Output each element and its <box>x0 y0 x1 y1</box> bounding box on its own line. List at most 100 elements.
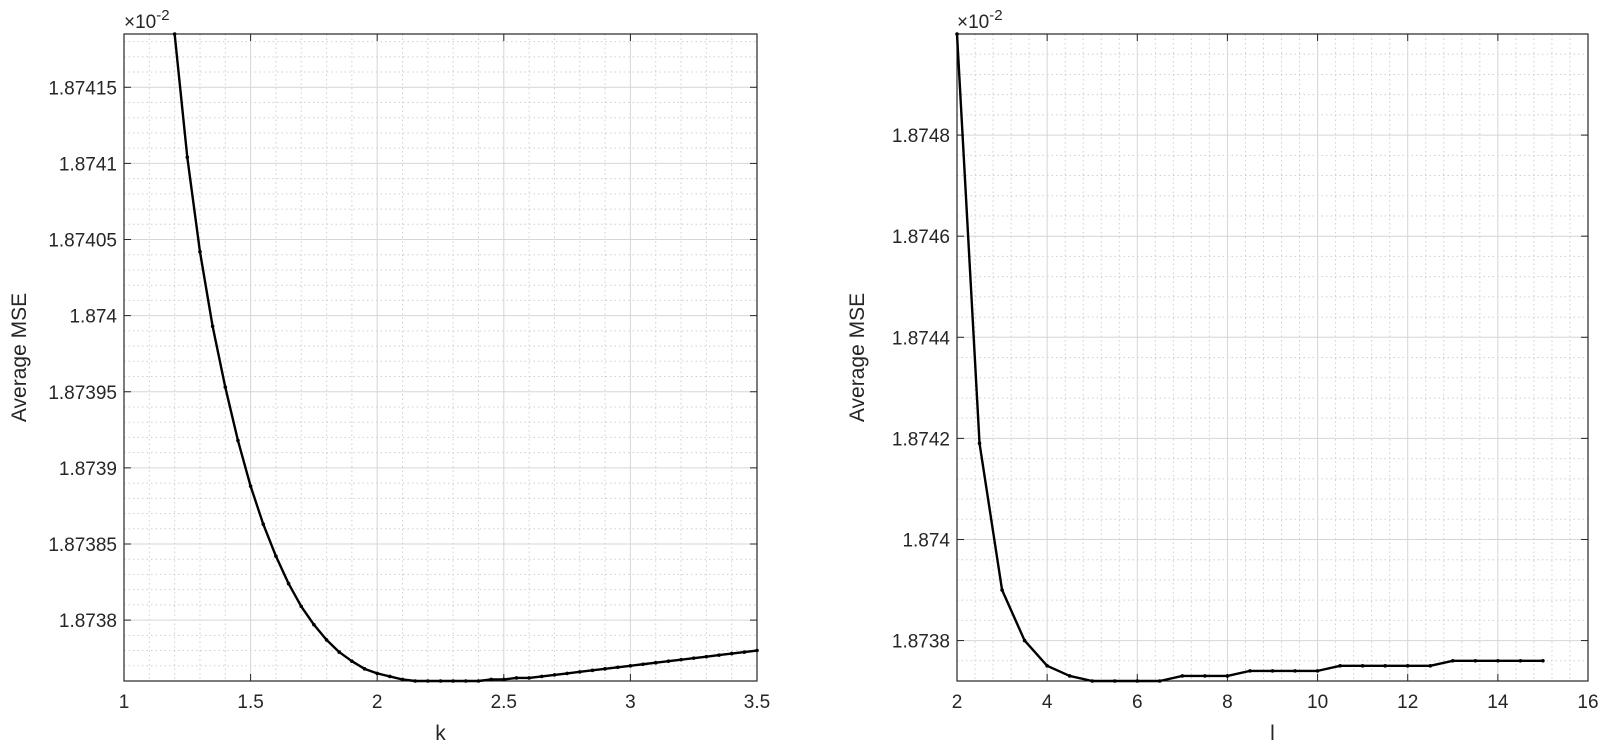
right-data-point <box>1428 664 1433 668</box>
left-x-tick-label: 1.5 <box>237 692 263 713</box>
right-data-point <box>1270 669 1275 673</box>
right-data-point <box>1473 658 1478 663</box>
right-x-tick-label: 4 <box>1042 692 1053 713</box>
right-data-point <box>1383 664 1387 668</box>
right-data-point <box>1338 664 1342 668</box>
left-data-point <box>489 677 493 682</box>
right-data-point <box>1180 674 1185 678</box>
right-data-point <box>955 32 959 36</box>
right-y-axis-title: Average MSE <box>846 293 869 422</box>
left-data-point <box>666 659 671 664</box>
right-axes-box <box>956 33 1589 682</box>
left-data-point <box>755 648 759 653</box>
right-data-point <box>1045 664 1049 668</box>
left-data-point <box>476 679 481 683</box>
left-data-point <box>375 671 380 676</box>
left-x-tick-label: 2 <box>372 692 383 713</box>
left-y-axis-title: Average MSE <box>8 293 31 422</box>
right-x-tick-label: 8 <box>1222 692 1233 713</box>
right-x-tick-label: 2 <box>952 692 963 713</box>
left-data-point <box>172 32 177 36</box>
right-data-point <box>1112 679 1117 683</box>
left-data-point <box>388 674 392 679</box>
left-y-tick-label: 1.87405 <box>48 231 117 252</box>
left-data-point <box>286 581 291 586</box>
right-data-point <box>1090 679 1095 683</box>
left-data-point <box>451 679 455 683</box>
left-chart-panel: 1 1.5 2 2.5 3 3.5 1.8738 1.87385 1.8739 1.87395 1.… <box>8 7 770 745</box>
left-data-point <box>426 679 430 683</box>
left-y-tick-label: 1.87385 <box>48 535 117 556</box>
left-data-point <box>514 676 519 680</box>
left-exponent-label: ×10-2 <box>124 7 170 33</box>
left-data-point <box>350 659 354 664</box>
left-data-point <box>223 385 228 389</box>
right-data-point <box>1405 664 1410 668</box>
right-exponent-power: -2 <box>989 7 1002 24</box>
left-data-point <box>641 662 645 667</box>
right-data-point <box>1450 658 1455 663</box>
left-data-point <box>691 656 696 660</box>
right-x-tick-label: 10 <box>1307 692 1328 713</box>
left-plot-area <box>124 34 757 681</box>
right-x-tick-label: 16 <box>1577 692 1598 713</box>
right-y-tick-label: 1.8744 <box>892 328 951 349</box>
right-y-tick-label: 1.8742 <box>892 429 950 450</box>
left-x-tick-label: 3 <box>625 692 636 713</box>
left-x-axis-title: k <box>435 722 446 745</box>
right-data-point <box>1541 658 1545 663</box>
right-y-tick-label: 1.8748 <box>892 126 950 147</box>
right-x-tick-label: 12 <box>1397 692 1418 713</box>
right-chart-panel: 2 4 6 8 10 12 14 16 1.8738 1.874 1.8742 1.8744 1.874… <box>846 7 1599 745</box>
left-x-tick-label: 3.5 <box>744 692 770 713</box>
right-data-point <box>1360 664 1365 668</box>
left-y-tick-label: 1.87395 <box>48 383 117 404</box>
right-exponent-base: ×10 <box>957 12 989 33</box>
left-data-point <box>438 679 443 683</box>
right-data-point <box>1158 679 1162 683</box>
left-data-point <box>628 663 633 668</box>
right-data-point <box>1203 674 1207 678</box>
left-data-point <box>552 673 557 677</box>
left-data-point <box>729 651 734 656</box>
right-data-point <box>1225 674 1230 678</box>
left-data-point <box>653 660 658 665</box>
right-data-point <box>977 441 982 446</box>
right-data-point <box>1000 588 1004 592</box>
right-data-point <box>1067 674 1072 678</box>
left-y-tick-label: 1.874 <box>69 307 117 328</box>
left-data-point <box>704 654 709 659</box>
right-data-point <box>1315 669 1320 673</box>
left-data-point <box>565 671 569 676</box>
left-y-tick-label: 1.8739 <box>59 459 117 480</box>
left-y-tick-label: 1.8741 <box>59 154 117 175</box>
left-data-point <box>362 667 367 671</box>
left-data-point <box>198 249 202 254</box>
left-data-point <box>236 438 240 443</box>
left-data-point <box>502 677 506 682</box>
left-y-tick-label: 1.8738 <box>59 611 117 632</box>
right-x-tick-label: 6 <box>1132 692 1143 713</box>
left-data-point <box>717 653 721 657</box>
left-data-point <box>527 676 531 680</box>
left-data-point <box>324 638 329 642</box>
left-exponent-power: -2 <box>156 7 169 24</box>
left-data-point <box>577 670 582 674</box>
left-data-point <box>185 155 190 160</box>
right-x-tick-label: 14 <box>1487 692 1509 713</box>
left-data-point <box>210 324 215 329</box>
left-data-point <box>337 650 342 654</box>
right-data-point <box>1518 658 1523 663</box>
right-exponent-label: ×10-2 <box>957 7 1003 33</box>
left-data-point <box>261 522 266 526</box>
left-data-point <box>413 679 417 683</box>
left-data-point <box>539 674 544 679</box>
right-data-point <box>1293 669 1297 673</box>
right-data-point <box>1022 638 1027 643</box>
left-data-point <box>679 657 683 662</box>
right-y-tick-label: 1.874 <box>902 530 950 551</box>
right-data-point <box>1496 658 1500 663</box>
left-y-tick-label: 1.87415 <box>48 78 117 99</box>
left-data-point <box>615 665 620 670</box>
